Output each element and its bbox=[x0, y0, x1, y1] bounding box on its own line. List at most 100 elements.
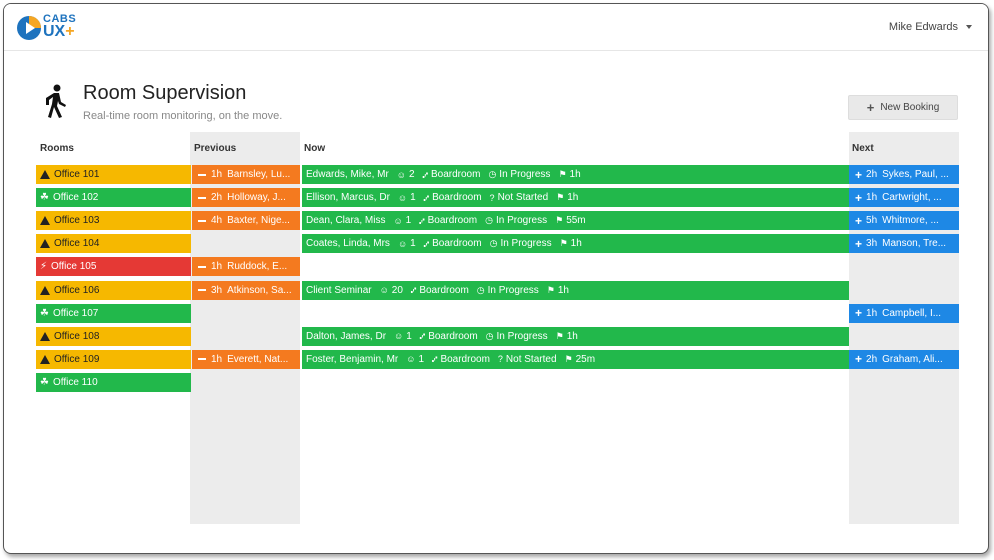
previous-booking[interactable]: 1h Everett, Nat... bbox=[192, 349, 300, 369]
room-name: Office 110 bbox=[52, 376, 98, 388]
current-booking[interactable]: Edwards, Mike, Mr ☺ 2 ⑇ Boardroom ◷ In Progres… bbox=[302, 165, 849, 184]
state-label: In Progress bbox=[495, 215, 548, 227]
attendees-count: 20 bbox=[391, 284, 403, 296]
previous-name: Atkinson, Sa... bbox=[227, 284, 292, 296]
people-icon: ☺ bbox=[394, 331, 404, 342]
next-booking[interactable]: +3h Manson, Tre... bbox=[849, 234, 959, 254]
room-cell[interactable]: Office 103 bbox=[36, 211, 191, 231]
plus-icon: + bbox=[855, 306, 863, 321]
attendees-count: 2 bbox=[409, 169, 415, 180]
previous-booking[interactable]: 3h Atkinson, Sa... bbox=[192, 280, 300, 300]
new-booking-label: New Booking bbox=[880, 102, 940, 113]
current-booking[interactable]: Ellison, Marcus, Dr ☺ 1 ⑇ Boardroom? Not Star… bbox=[302, 188, 849, 208]
previous-name: Baxter, Nige... bbox=[227, 215, 290, 227]
remaining-time: 1h bbox=[569, 169, 581, 180]
plus-icon: + bbox=[855, 190, 863, 205]
plus-icon: + bbox=[855, 352, 863, 367]
next-booking[interactable]: +1h Campbell, I... bbox=[849, 303, 959, 323]
layout: ⑇ Boardroom bbox=[424, 238, 482, 249]
attendees: ☺ 1 bbox=[393, 215, 411, 226]
next-duration: 5h bbox=[866, 215, 878, 227]
remaining: ⚑ 55m bbox=[555, 215, 586, 226]
room-name: Office 103 bbox=[54, 215, 100, 227]
state-label: In Progress bbox=[487, 284, 539, 296]
next-name: Cartwright, ... bbox=[882, 192, 942, 204]
logo-text-cabs: CABS bbox=[43, 13, 77, 25]
new-booking-button[interactable]: + New Booking bbox=[848, 95, 958, 120]
warning-icon bbox=[40, 354, 50, 364]
flag-icon: ⚑ bbox=[546, 284, 555, 295]
flag-icon: ⚑ bbox=[558, 169, 567, 179]
next-duration: 2h bbox=[866, 169, 878, 180]
booking-state: ◷ In Progress bbox=[490, 238, 552, 249]
minus-icon bbox=[198, 265, 206, 268]
chair-icon: ⑇ bbox=[419, 331, 426, 342]
attendees-count: 1 bbox=[405, 215, 412, 227]
plus-icon: + bbox=[855, 167, 863, 182]
previous-name: Holloway, J... bbox=[227, 192, 286, 204]
app-window: CABS UX+ Mike Edwards Room Supervision R… bbox=[3, 3, 989, 554]
room-cell[interactable]: Office 106 bbox=[36, 280, 191, 300]
state-label: Not Started bbox=[497, 192, 549, 204]
remaining: ⚑ 1h bbox=[556, 192, 578, 203]
next-name: Graham, Ali... bbox=[882, 353, 943, 365]
previous-duration: 1h bbox=[211, 261, 223, 273]
room-cell[interactable]: ☘ Office 102 bbox=[36, 188, 191, 208]
current-booking[interactable]: Foster, Benjamin, Mr ☺ 1 ⑇ Boardroom? Not Sta… bbox=[302, 349, 849, 369]
booking-state: ◷ In Progress bbox=[488, 169, 550, 180]
attendees: ☺ 2 bbox=[397, 169, 415, 180]
booking-name: Ellison, Marcus, Dr bbox=[306, 192, 390, 204]
remaining-time: 1h bbox=[557, 284, 569, 296]
user-menu[interactable]: Mike Edwards bbox=[889, 21, 972, 33]
layout: ⑇ Boardroom bbox=[420, 331, 478, 342]
next-booking[interactable]: +5h Whitmore, ... bbox=[849, 211, 959, 231]
next-booking[interactable]: +2h Sykes, Paul, ... bbox=[849, 165, 959, 184]
state-label: In Progress bbox=[496, 330, 548, 342]
current-booking[interactable]: Dalton, James, Dr ☺ 1 ⑇ Boardroom ◷ In Progres… bbox=[302, 326, 849, 346]
state-label: In Progress bbox=[500, 238, 552, 250]
room-cell[interactable]: Office 109 bbox=[36, 349, 191, 369]
top-bar: CABS UX+ Mike Edwards bbox=[4, 4, 988, 51]
logo-plus: + bbox=[65, 23, 75, 40]
previous-duration: 4h bbox=[211, 215, 223, 227]
booking-state: ? Not Started bbox=[498, 354, 557, 365]
next-booking[interactable]: +2h Graham, Ali... bbox=[849, 349, 959, 369]
app-logo[interactable]: CABS UX+ bbox=[16, 12, 86, 44]
current-booking[interactable]: Coates, Linda, Mrs ☺ 1 ⑇ Boardroom ◷ In Progre… bbox=[302, 234, 849, 254]
attendees-count: 1 bbox=[410, 238, 416, 250]
booking-name: Dean, Clara, Miss bbox=[306, 215, 386, 227]
previous-booking[interactable]: 1h Barnsley, Lu... bbox=[192, 165, 300, 184]
user-name: Mike Edwards bbox=[888, 21, 958, 33]
remaining: ⚑ 1h bbox=[558, 169, 580, 180]
booking-state: ◷ In Progress bbox=[486, 331, 548, 342]
layout-name: Boardroom bbox=[440, 353, 490, 365]
room-cell[interactable]: Office 101 bbox=[36, 165, 191, 184]
booking-state: ◷ In Progress bbox=[477, 285, 539, 296]
current-booking[interactable]: Client Seminar ☺ 20 ⑇ Boardroom ◷ In Progress ⚑… bbox=[302, 280, 849, 300]
room-cell[interactable]: Office 108 bbox=[36, 326, 191, 346]
people-icon: ☺ bbox=[397, 192, 408, 203]
minus-icon bbox=[198, 358, 206, 361]
previous-booking[interactable]: 1h Ruddock, E... bbox=[192, 257, 300, 277]
next-name: Sykes, Paul, ... bbox=[882, 169, 949, 180]
layout-name: Boardroom bbox=[430, 169, 481, 180]
booking-name: Edwards, Mike, Mr bbox=[306, 169, 389, 180]
booking-name: Foster, Benjamin, Mr bbox=[306, 353, 399, 365]
chair-icon: ⑇ bbox=[422, 169, 428, 180]
clock-icon: ◷ bbox=[476, 284, 485, 295]
next-name: Whitmore, ... bbox=[882, 215, 939, 227]
previous-booking[interactable]: 4h Baxter, Nige... bbox=[192, 211, 300, 231]
room-cell[interactable]: ⚡ Office 105 bbox=[36, 257, 191, 277]
state-label: Not Started bbox=[505, 353, 557, 365]
next-name: Manson, Tre... bbox=[882, 238, 947, 250]
current-booking[interactable]: Dean, Clara, Miss ☺ 1 ⑇ Boardroom ◷ In Progres… bbox=[302, 211, 849, 231]
previous-booking[interactable]: 2h Holloway, J... bbox=[192, 188, 300, 208]
next-booking[interactable]: +1h Cartwright, ... bbox=[849, 188, 959, 208]
room-cell[interactable]: ☘ Office 107 bbox=[36, 303, 191, 323]
available-icon: ☘ bbox=[40, 376, 49, 388]
previous-duration: 1h bbox=[211, 353, 223, 365]
room-cell[interactable]: ☘ Office 110 bbox=[36, 372, 191, 392]
chair-icon: ⑇ bbox=[410, 285, 417, 295]
people-icon: ☺ bbox=[406, 354, 416, 365]
room-cell[interactable]: Office 104 bbox=[36, 234, 191, 254]
